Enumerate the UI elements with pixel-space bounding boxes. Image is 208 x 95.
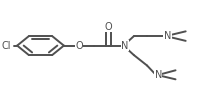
Text: N: N [121,41,129,51]
Text: Cl: Cl [1,41,11,51]
Text: O: O [75,41,83,51]
Text: N: N [155,70,162,80]
Text: N: N [164,31,171,41]
Text: O: O [105,22,112,32]
